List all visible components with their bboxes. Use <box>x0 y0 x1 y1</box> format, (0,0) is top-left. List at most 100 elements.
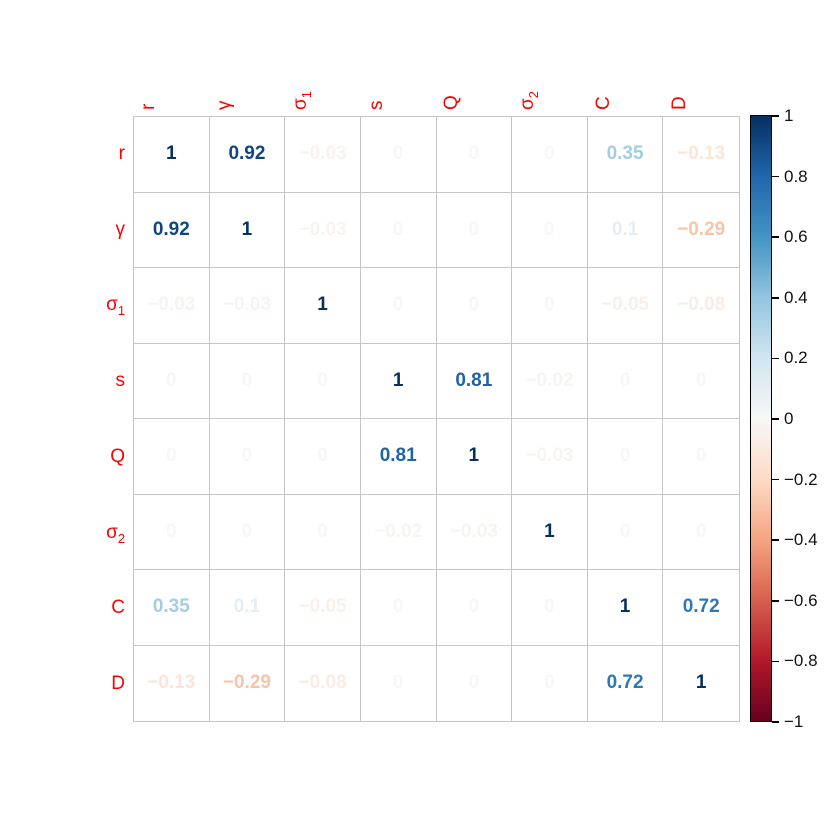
column-label: γ <box>214 0 236 111</box>
colorbar-tick-label: 0 <box>784 409 794 428</box>
correlation-value: 0.35 <box>152 596 190 618</box>
colorbar-tick-label: −0.8 <box>784 651 818 671</box>
row-label: γ <box>35 218 126 241</box>
correlation-value: 0 <box>695 520 707 542</box>
matrix-cell: −0.13 <box>134 645 210 721</box>
correlation-value: 0 <box>392 672 404 694</box>
matrix-cell: 0.1 <box>587 192 664 268</box>
matrix-cell: 0 <box>663 419 739 495</box>
variable-label: γ <box>115 218 126 240</box>
matrix-cell: 0.1 <box>209 570 286 646</box>
correlation-value: 0 <box>544 218 555 240</box>
colorbar-tick-label: 0.2 <box>784 348 808 368</box>
correlation-value: −0.03 <box>298 143 347 165</box>
correlation-value: 0 <box>166 369 177 391</box>
correlation-value: −0.05 <box>298 596 347 618</box>
correlation-value: 0 <box>392 143 404 165</box>
colorbar-gradient <box>750 115 772 722</box>
correlation-value: −0.03 <box>449 520 498 542</box>
correlation-value: 0 <box>619 445 631 467</box>
correlation-value: 0.72 <box>682 596 720 618</box>
matrix-cell: −0.03 <box>512 419 588 495</box>
colorbar-tick-label: −1 <box>784 712 804 731</box>
correlation-value: −0.29 <box>222 672 271 694</box>
matrix-cell: 0 <box>512 117 588 193</box>
correlation-value: 0 <box>544 143 555 165</box>
row-label: σ1 <box>35 294 125 318</box>
correlation-value: −0.03 <box>222 294 271 316</box>
colorbar-tick <box>772 600 779 602</box>
colorbar-tick <box>772 297 779 299</box>
matrix-cell: −0.08 <box>663 268 739 344</box>
colorbar-tick <box>772 418 779 420</box>
matrix-cell: 1 <box>663 646 739 722</box>
row-label: s <box>35 370 126 392</box>
matrix-cell: 0 <box>512 645 588 721</box>
correlation-value: 0 <box>695 445 707 467</box>
matrix-cell: −0.03 <box>436 494 513 570</box>
correlation-value: 0.81 <box>379 445 417 467</box>
correlation-value: 0 <box>468 596 480 618</box>
column-label: C <box>593 0 615 110</box>
correlation-value: 0 <box>317 369 328 391</box>
matrix-cell: 0 <box>436 192 513 268</box>
variable-label: s <box>365 100 387 111</box>
correlation-value: −0.08 <box>677 294 726 316</box>
correlation-value: 0.1 <box>233 596 261 618</box>
matrix-cell: 0.81 <box>360 419 437 495</box>
colorbar-tick-label: −0.6 <box>784 590 818 610</box>
correlation-matrix: 1 0.92 −0.03 0 0 0 0.35 −0.13 0.92 1 −0.03 0 0 0 0.1 −0… <box>133 116 740 722</box>
column-label: r <box>138 0 160 110</box>
matrix-cell: 0 <box>209 343 286 419</box>
variable-label: D <box>669 96 691 110</box>
row-label: D <box>35 673 125 695</box>
correlation-value: 0 <box>468 143 480 165</box>
correlation-value: 0 <box>544 596 555 618</box>
matrix-cell: 1 <box>285 268 361 344</box>
correlation-value: −0.05 <box>601 294 650 316</box>
matrix-cell: −0.03 <box>285 192 361 268</box>
matrix-cell: 0.72 <box>588 645 664 721</box>
correlation-value: 0 <box>392 596 404 618</box>
correlation-value: 0 <box>392 218 404 240</box>
matrix-cell: 0 <box>209 494 286 570</box>
matrix-cell: 0 <box>134 343 210 419</box>
variable-label: Q <box>110 445 125 467</box>
matrix-cell: −0.05 <box>587 268 664 344</box>
matrix-cell: 1 <box>436 419 513 495</box>
correlation-value: −0.03 <box>525 445 574 467</box>
correlation-value: 0 <box>241 520 253 542</box>
matrix-cell: 0 <box>134 419 210 495</box>
colorbar-tick <box>772 175 779 178</box>
correlation-value: 0.1 <box>611 218 639 240</box>
colorbar-tick <box>772 115 779 117</box>
matrix-cell: 0 <box>209 419 286 495</box>
correlation-value: 0 <box>695 369 707 391</box>
matrix-cell: 0 <box>436 570 513 646</box>
matrix-cell: 0 <box>436 117 513 193</box>
correlation-value: 0 <box>166 445 177 467</box>
matrix-cell: 0 <box>587 494 664 570</box>
correlation-value: 0 <box>241 369 253 391</box>
matrix-cell: 0 <box>512 268 588 344</box>
row-label: r <box>35 143 125 165</box>
correlation-value: 1 <box>468 445 480 467</box>
matrix-cell: 0 <box>360 117 437 193</box>
correlation-value: 1 <box>619 596 631 618</box>
matrix-cell: 0 <box>360 570 437 646</box>
correlation-value: 0 <box>468 672 480 694</box>
column-label: D <box>669 0 691 110</box>
correlation-value: −0.03 <box>298 218 347 240</box>
correlation-value: 1 <box>695 672 707 694</box>
matrix-cell: 1 <box>587 570 664 646</box>
correlation-value: 1 <box>317 294 328 316</box>
correlation-value: 0 <box>544 672 555 694</box>
matrix-cell: 0 <box>437 645 513 721</box>
colorbar-tick <box>772 357 779 360</box>
variable-label: r <box>137 103 159 110</box>
colorbar-tick-label: 0.6 <box>784 227 808 247</box>
matrix-cell: 0.72 <box>663 570 739 646</box>
matrix-cell: 0 <box>663 344 739 419</box>
correlation-value: 0 <box>317 520 328 542</box>
matrix-cell: 0 <box>663 495 739 570</box>
